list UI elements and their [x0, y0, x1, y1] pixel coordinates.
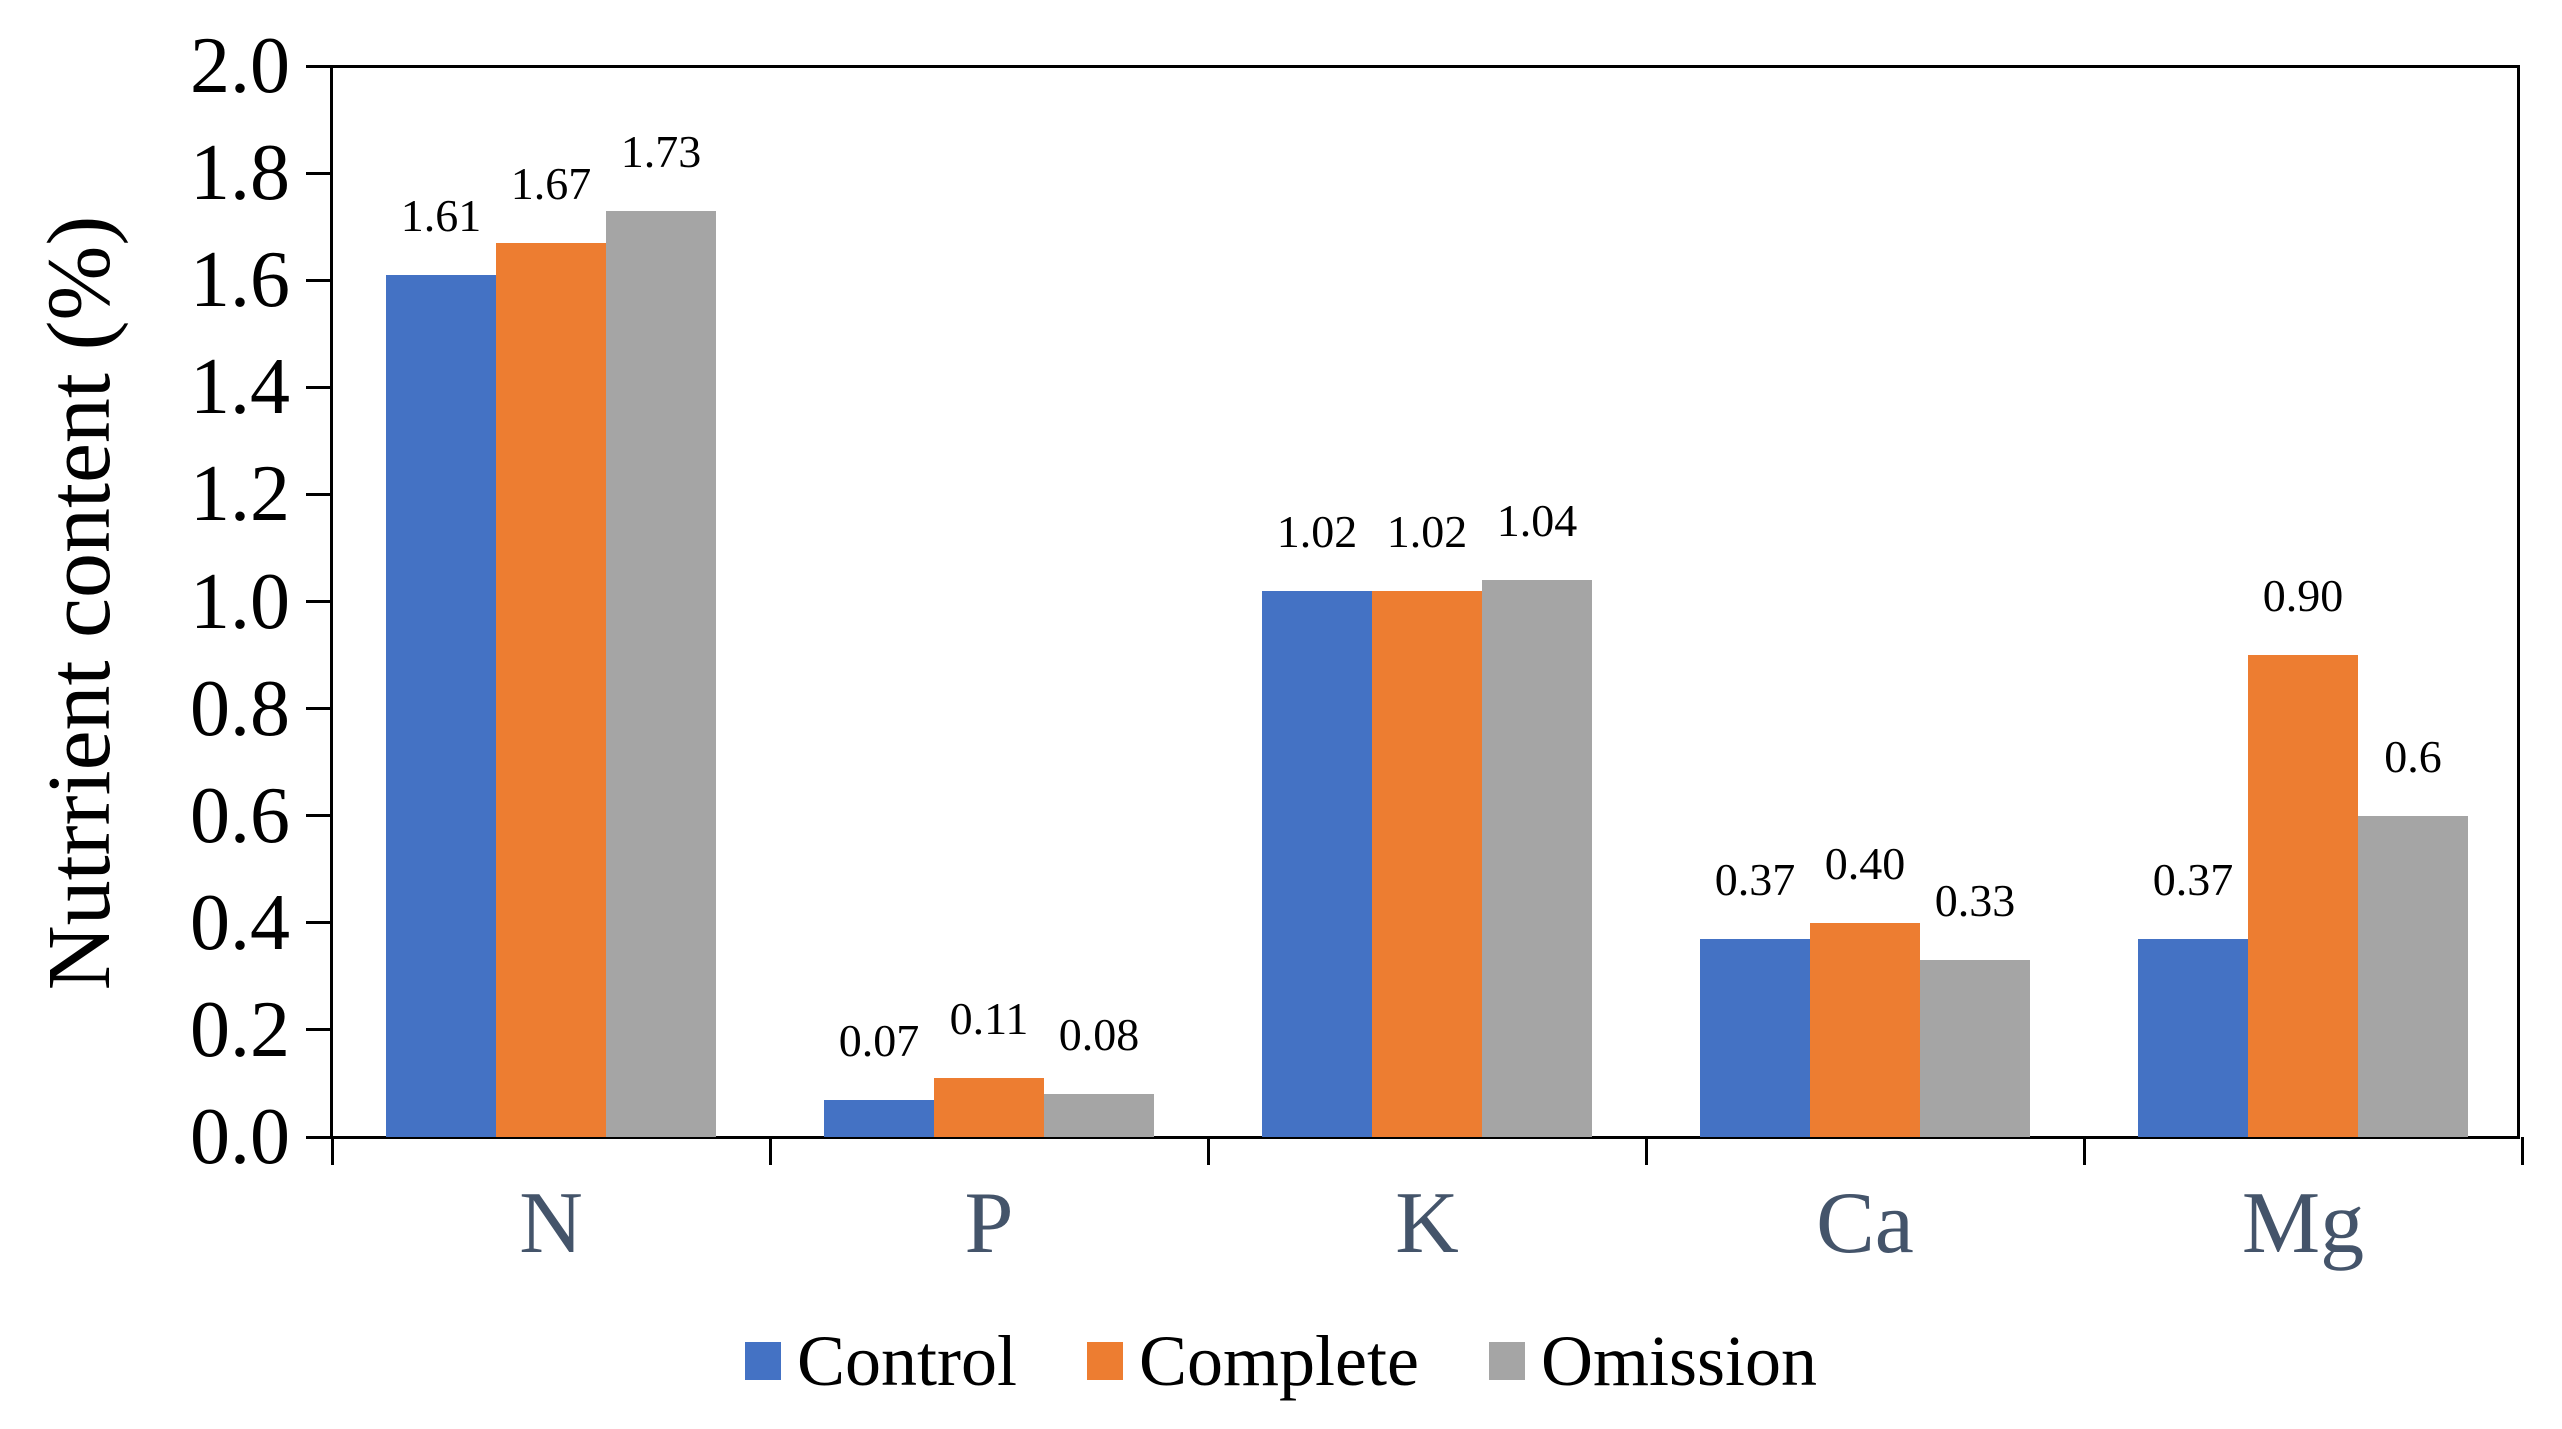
bar-value-label: 0.11 [949, 993, 1029, 1045]
category-label-K: K [1395, 1175, 1459, 1272]
y-tick-mark [306, 814, 332, 818]
legend-label: Control [796, 1321, 1017, 1401]
bar-omission-K [1482, 580, 1592, 1137]
bar-omission-N [606, 210, 716, 1137]
bar-value-label: 1.61 [400, 189, 482, 241]
y-tick-label: 1.4 [190, 343, 290, 432]
bar-complete-P [934, 1078, 1044, 1137]
bar-complete-Ca [1810, 922, 1920, 1137]
bar-value-label: 0.40 [1824, 837, 1906, 889]
legend-swatch-icon [744, 1342, 781, 1380]
legend-label: Omission [1540, 1321, 1817, 1401]
y-tick-label: 1.0 [190, 557, 290, 646]
legend-swatch-icon [1087, 1342, 1123, 1380]
bar-value-label: 0.08 [1058, 1009, 1140, 1061]
bar-omission-Mg [2358, 815, 2468, 1137]
category-label-N: N [519, 1175, 583, 1272]
legend-label: Complete [1139, 1321, 1419, 1401]
legend-item-control: Control [744, 1320, 1017, 1402]
bar-complete-N [496, 242, 606, 1137]
y-tick-mark [306, 492, 332, 496]
category-label-Ca: Ca [1816, 1175, 1914, 1272]
bar-value-label: 1.04 [1496, 495, 1578, 547]
bar-value-label: 1.73 [620, 125, 702, 177]
y-tick-label: 0.4 [190, 878, 290, 967]
bar-value-label: 0.37 [1714, 853, 1796, 905]
y-tick-mark [306, 1135, 332, 1139]
y-tick-label: 0.2 [190, 985, 290, 1074]
bar-value-label: 0.07 [838, 1014, 920, 1066]
x-tick-mark [1644, 1137, 1648, 1165]
legend-swatch-icon [1488, 1342, 1525, 1380]
bar-value-label: 1.02 [1276, 505, 1358, 557]
category-label-Mg: Mg [2241, 1175, 2365, 1272]
y-tick-label: 1.2 [190, 450, 290, 539]
bar-value-label: 0.90 [2262, 570, 2344, 622]
y-tick-mark [306, 385, 332, 389]
y-tick-mark [306, 921, 332, 925]
x-tick-mark [330, 1137, 334, 1165]
bar-complete-K [1372, 590, 1482, 1137]
y-tick-label: 0.8 [190, 664, 290, 753]
legend-item-complete: Complete [1087, 1320, 1419, 1402]
bar-control-Mg [2138, 938, 2248, 1137]
bar-complete-Mg [2248, 655, 2358, 1137]
bar-control-K [1262, 590, 1372, 1137]
y-tick-label: 1.6 [190, 236, 290, 325]
y-tick-mark [306, 1028, 332, 1032]
bar-value-label: 1.67 [510, 157, 592, 209]
x-tick-mark [2082, 1137, 2086, 1165]
y-tick-mark [306, 707, 332, 711]
legend-item-omission: Omission [1488, 1320, 1817, 1402]
category-label-P: P [964, 1175, 1014, 1272]
bar-control-P [824, 1099, 934, 1137]
bar-control-Ca [1700, 938, 1810, 1137]
y-tick-label: 0.6 [190, 771, 290, 860]
bar-control-N [386, 274, 496, 1137]
y-tick-mark [306, 171, 332, 175]
y-tick-label: 1.8 [190, 129, 290, 218]
y-tick-mark [306, 600, 332, 603]
x-tick-mark [1206, 1137, 1210, 1165]
bar-omission-P [1044, 1094, 1154, 1137]
bar-value-label: 0.37 [2152, 853, 2234, 905]
bar-value-label: 0.6 [2384, 730, 2442, 782]
bar-value-label: 0.33 [1934, 875, 2016, 927]
y-tick-label: 0.0 [190, 1093, 290, 1181]
bar-omission-Ca [1920, 960, 2030, 1137]
y-tick-mark [306, 64, 332, 68]
x-tick-mark [768, 1137, 772, 1165]
bar-value-label: 1.02 [1386, 505, 1468, 557]
y-tick-label: 2.0 [190, 22, 290, 110]
legend: Control Complete Omission [0, 1318, 2562, 1404]
y-tick-mark [306, 278, 332, 282]
x-tick-mark [2520, 1137, 2524, 1165]
